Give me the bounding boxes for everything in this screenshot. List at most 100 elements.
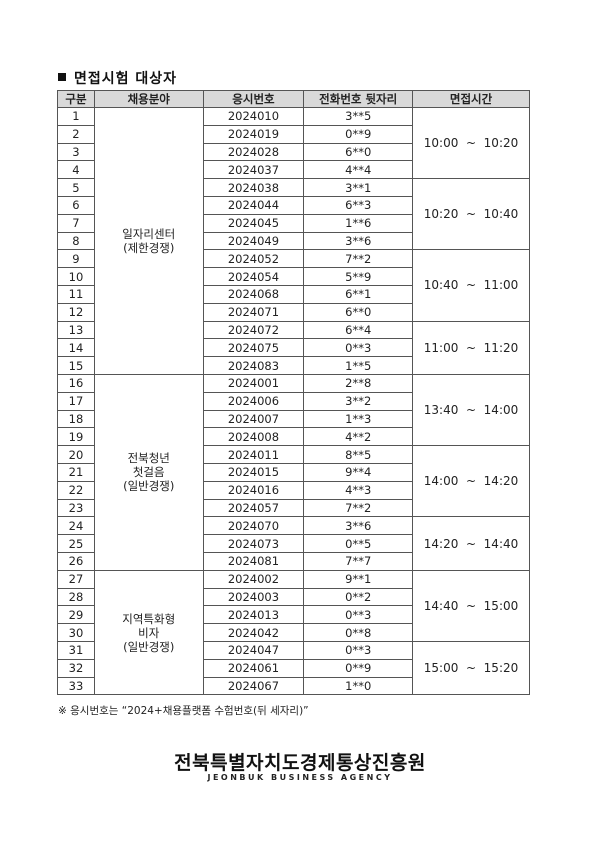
interview-time: 13:40 ~ 14:00 — [412, 373, 530, 447]
table-body: 1 일자리센터 (제한경쟁) 2024010 3**5 10:00 ~ 10:20 2 202… — [57, 106, 530, 696]
table-header-row: 구분 채용분야 응시번호 전화번호 뒷자리 면접시간 — [57, 90, 530, 108]
table-row: 26 2024081 7**7 — [57, 551, 530, 571]
category-label-line: 지역특화형 — [122, 611, 176, 626]
row-number: 4 — [57, 160, 95, 180]
applicant-id: 2024007 — [202, 409, 305, 429]
category-label-line: 전북청년 — [127, 451, 170, 466]
row-number: 14 — [57, 338, 95, 358]
row-number: 26 — [57, 551, 95, 571]
phone-last-digits: 0**9 — [303, 124, 414, 144]
table-row: 1 일자리센터 (제한경쟁) 2024010 3**5 10:00 ~ 10:20 — [57, 106, 530, 375]
interview-time: 10:00 ~ 10:20 — [412, 106, 530, 180]
applicant-id: 2024075 — [202, 338, 305, 358]
phone-last-digits: 0**3 — [303, 338, 414, 358]
phone-last-digits: 6**4 — [303, 320, 414, 340]
table-row: 32 2024061 0**9 — [57, 658, 530, 678]
row-number: 13 — [57, 320, 95, 340]
phone-last-digits: 7**7 — [303, 551, 414, 571]
row-number: 32 — [57, 658, 95, 678]
phone-last-digits: 0**8 — [303, 623, 414, 642]
interview-time: 10:40 ~ 11:00 — [412, 249, 530, 322]
applicant-id: 2024068 — [202, 284, 305, 304]
category-label-line: (제한경쟁) — [123, 240, 175, 255]
applicant-id: 2024071 — [202, 302, 305, 322]
table-row: 10 2024054 5**9 — [57, 267, 530, 286]
phone-last-digits: 1**0 — [303, 676, 414, 696]
row-number: 6 — [57, 195, 95, 215]
applicant-id: 2024067 — [202, 676, 305, 696]
table-row: 18 2024007 1**3 — [57, 409, 530, 429]
phone-last-digits: 4**2 — [303, 427, 414, 447]
applicant-id: 2024002 — [202, 569, 305, 589]
table-row: 11 2024068 6**1 — [57, 284, 530, 304]
table-row: 16 전북청년 첫걸음 (일반경쟁) 2024001 2**8 13:40 ~ 14:00 — [57, 373, 530, 571]
phone-last-digits: 3**6 — [303, 231, 414, 251]
table-row: 8 2024049 3**6 — [57, 231, 530, 251]
applicant-id: 2024049 — [202, 231, 305, 251]
table-row: 2 2024019 0**9 — [57, 124, 530, 144]
row-number: 11 — [57, 284, 95, 304]
applicant-id: 2024015 — [202, 462, 305, 482]
phone-last-digits: 1**3 — [303, 409, 414, 429]
applicant-id: 2024010 — [202, 107, 305, 126]
table-row: 12 2024071 6**0 — [57, 302, 530, 322]
phone-last-digits: 7**2 — [303, 249, 414, 269]
table-row: 9 2024052 7**2 10:40 ~ 11:00 — [57, 249, 530, 322]
phone-last-digits: 4**3 — [303, 480, 414, 500]
table-row: 6 2024044 6**3 — [57, 195, 530, 215]
phone-last-digits: 0**9 — [303, 658, 414, 678]
row-number: 16 — [57, 373, 95, 393]
applicant-id: 2024042 — [202, 623, 305, 642]
applicant-id: 2024081 — [202, 551, 305, 571]
row-number: 10 — [57, 267, 95, 286]
header-phone: 전화번호 뒷자리 — [303, 90, 414, 108]
phone-last-digits: 2**8 — [303, 373, 414, 393]
interview-time: 11:00 ~ 11:20 — [412, 320, 530, 375]
phone-last-digits: 1**6 — [303, 213, 414, 233]
header-time: 면접시간 — [412, 90, 530, 108]
applicant-id: 2024003 — [202, 587, 305, 607]
row-number: 19 — [57, 427, 95, 447]
table-row: 19 2024008 4**2 — [57, 427, 530, 447]
table-row: 4 2024037 4**4 — [57, 160, 530, 180]
category-label-line: 첫걸음 — [132, 465, 165, 480]
section-title: 면접시험 대상자 — [58, 68, 177, 88]
row-number: 21 — [57, 462, 95, 482]
applicant-id: 2024006 — [202, 391, 305, 411]
applicant-id: 2024008 — [202, 427, 305, 447]
header-field: 채용분야 — [93, 90, 204, 108]
row-number: 3 — [57, 142, 95, 162]
table-row: 28 2024003 0**2 — [57, 587, 530, 607]
category-label-line: 비자 — [138, 625, 160, 640]
table-row: 31 2024047 0**3 15:00 ~ 15:20 — [57, 640, 530, 696]
row-number: 20 — [57, 445, 95, 464]
row-number: 7 — [57, 213, 95, 233]
row-number: 29 — [57, 605, 95, 625]
applicant-id: 2024070 — [202, 516, 305, 536]
row-number: 18 — [57, 409, 95, 429]
row-number: 5 — [57, 178, 95, 197]
row-number: 22 — [57, 480, 95, 500]
row-number: 12 — [57, 302, 95, 322]
phone-last-digits: 0**3 — [303, 640, 414, 660]
phone-last-digits: 3**6 — [303, 516, 414, 536]
row-number: 27 — [57, 569, 95, 589]
interview-time: 14:40 ~ 15:00 — [412, 569, 530, 642]
applicant-id: 2024072 — [202, 320, 305, 340]
category-label-line: 일자리센터 — [122, 226, 176, 241]
row-number: 8 — [57, 231, 95, 251]
applicant-id: 2024057 — [202, 498, 305, 518]
table-row: 29 2024013 0**3 — [57, 605, 530, 625]
table-row: 21 2024015 9**4 — [57, 462, 530, 482]
table-row: 33 2024067 1**0 — [57, 676, 530, 696]
applicant-id: 2024073 — [202, 534, 305, 553]
phone-last-digits: 6**0 — [303, 302, 414, 322]
row-number: 28 — [57, 587, 95, 607]
applicant-id: 2024038 — [202, 178, 305, 197]
applicant-id: 2024019 — [202, 124, 305, 144]
table-row: 27 지역특화형 비자 (일반경쟁) 2024002 9**1 14:40 ~ 15:00 — [57, 569, 530, 696]
applicant-id: 2024013 — [202, 605, 305, 625]
interview-schedule-table: 구분 채용분야 응시번호 전화번호 뒷자리 면접시간 1 일자리센터 (제한경쟁) 2… — [57, 90, 530, 696]
phone-last-digits: 3**2 — [303, 391, 414, 411]
row-number: 17 — [57, 391, 95, 411]
